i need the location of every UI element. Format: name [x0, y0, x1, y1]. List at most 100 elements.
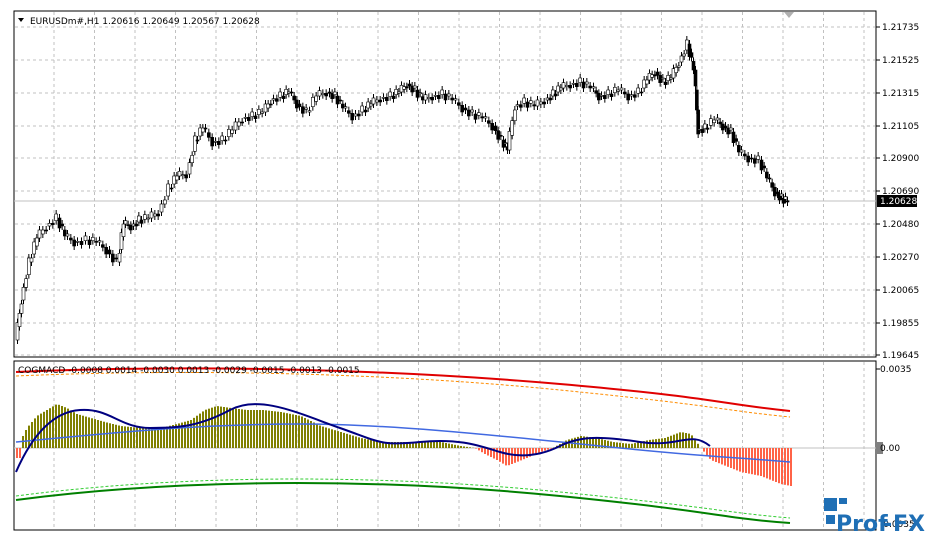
- candle-body: [718, 121, 722, 125]
- candle-body: [307, 110, 312, 113]
- candle-body: [591, 86, 596, 89]
- histogram-bar: [16, 448, 18, 458]
- candle-body: [559, 87, 563, 91]
- histogram-bar: [394, 442, 396, 448]
- candle-body: [532, 104, 536, 107]
- histogram-bar: [538, 448, 540, 453]
- histogram-bar: [616, 442, 618, 448]
- candle-body: [734, 138, 738, 142]
- candle-body: [347, 110, 351, 114]
- histogram-bar: [745, 448, 747, 473]
- histogram-bar: [697, 443, 699, 448]
- candle-body: [418, 92, 422, 94]
- histogram-bar: [478, 448, 480, 451]
- candle-body: [146, 217, 150, 220]
- main-grid: [15, 12, 875, 356]
- histogram-bar: [340, 432, 342, 448]
- main-chart-title: EURUSDm#,H1 1.20616 1.20649 1.20567 1.20…: [30, 17, 260, 27]
- candle-body: [175, 175, 179, 181]
- histogram-bar: [733, 448, 735, 470]
- histogram-bar: [91, 418, 93, 448]
- indicator-pane[interactable]: COGMACD -0.0008 0.0014 -0.0030 0.0013 -0…: [13, 360, 877, 531]
- histogram-bar: [637, 442, 639, 448]
- candle-body: [32, 241, 36, 255]
- histogram-bar: [781, 448, 783, 485]
- candle-body: [233, 121, 238, 131]
- candle-body: [314, 95, 318, 102]
- candle-body: [588, 85, 592, 89]
- histogram-bar: [505, 448, 507, 466]
- histogram-bar: [754, 448, 756, 475]
- histogram-bar: [247, 410, 249, 448]
- candle-body: [17, 313, 22, 327]
- candle-body: [594, 90, 598, 94]
- histogram-bar: [217, 406, 219, 448]
- histogram-bar: [547, 448, 549, 450]
- histogram-bar: [490, 448, 492, 457]
- candle-body: [207, 132, 211, 138]
- histogram-bar: [532, 448, 534, 456]
- candle-body: [35, 237, 39, 247]
- candle-body: [693, 69, 698, 87]
- main-chart-pane[interactable]: EURUSDm#,H1 1.20616 1.20649 1.20567 1.20…: [13, 10, 877, 358]
- candle-body: [281, 95, 286, 99]
- histogram-bar: [235, 408, 237, 448]
- candle-body: [453, 98, 458, 101]
- histogram-bar: [646, 440, 648, 448]
- candle-body: [137, 215, 141, 223]
- dropdown-arrow-icon[interactable]: [18, 18, 24, 22]
- candle-body: [47, 223, 52, 227]
- price-label: 1.19855: [882, 319, 919, 329]
- candle-body: [240, 121, 244, 124]
- histogram-bar: [766, 448, 768, 479]
- candle-body: [301, 106, 305, 114]
- histogram-bar: [271, 411, 273, 448]
- histogram-bar: [157, 428, 159, 448]
- candle-body: [437, 95, 441, 99]
- candle-body: [27, 257, 31, 275]
- histogram-bar: [55, 404, 57, 448]
- candle-body: [655, 71, 660, 76]
- candle-body: [210, 137, 214, 147]
- histogram-bar: [142, 428, 144, 448]
- price-label: 1.21105: [882, 122, 919, 132]
- histogram-bar: [712, 448, 714, 461]
- histogram-bar: [433, 442, 435, 448]
- histogram-bar: [196, 415, 198, 448]
- histogram-bar: [601, 439, 603, 448]
- candle-body: [250, 111, 254, 117]
- candle-body: [480, 116, 484, 119]
- candle-body: [539, 101, 543, 105]
- candle-body: [119, 232, 124, 250]
- candle-body: [385, 97, 389, 101]
- candle-body: [629, 94, 634, 97]
- candle-body: [317, 90, 322, 97]
- histogram-bar: [361, 438, 363, 448]
- histogram-bar: [82, 415, 84, 448]
- histogram-bar: [439, 442, 441, 448]
- candle-body: [606, 89, 610, 95]
- candle-body: [107, 249, 112, 255]
- price-label: 1.21315: [882, 89, 919, 99]
- histogram-bar: [220, 406, 222, 448]
- histogram-bar: [316, 424, 318, 448]
- histogram-bar: [79, 414, 81, 448]
- histogram-bar: [613, 442, 615, 448]
- histogram-bar: [529, 448, 531, 457]
- candle-body: [24, 278, 28, 288]
- histogram-bar: [256, 410, 258, 448]
- histogram-bar: [496, 448, 498, 460]
- histogram-bar: [757, 448, 759, 476]
- candle-body: [343, 106, 348, 109]
- indicator-axis: 0.0035 0.00 -0.0035: [876, 365, 915, 530]
- histogram-bar: [94, 419, 96, 448]
- candle-body: [324, 93, 328, 97]
- candle-body: [330, 93, 334, 99]
- histogram-bar: [787, 448, 789, 486]
- histogram-bar: [484, 448, 486, 454]
- shift-marker-icon[interactable]: [784, 12, 794, 18]
- histogram-bar: [634, 443, 636, 448]
- candle-body: [785, 200, 790, 203]
- candle-body: [101, 244, 105, 248]
- histogram-bar: [709, 448, 711, 459]
